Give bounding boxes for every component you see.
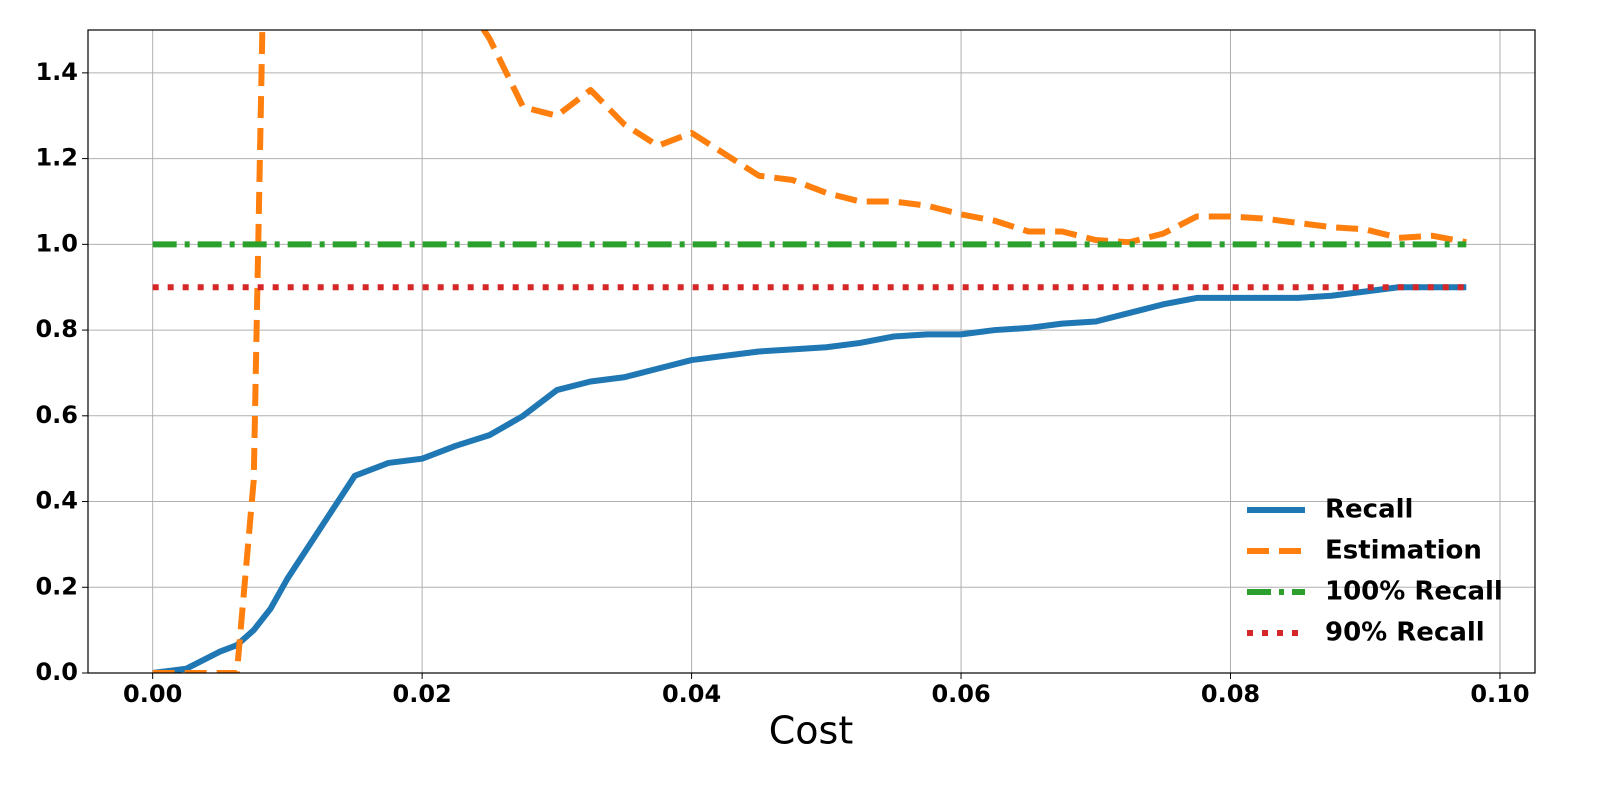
legend-label: Estimation [1325, 536, 1482, 566]
legend-label: 100% Recall [1325, 577, 1503, 607]
x-tick-label: 0.00 [123, 680, 182, 708]
x-tick-label: 0.02 [393, 680, 452, 708]
ticks: 0.00 0.02 0.04 0.06 0.08 0.10 0.0 0.2 0.4 0.6 0.8 1… [35, 58, 1529, 708]
series-line [152, 30, 1467, 673]
x-axis-label: Cost [769, 709, 853, 753]
plot-area [152, 30, 1467, 673]
x-tick-label: 0.04 [662, 680, 721, 708]
legend-label: 90% Recall [1325, 618, 1485, 648]
y-tick-label: 0.0 [35, 658, 78, 686]
y-tick-label: 1.2 [35, 144, 78, 172]
y-tick-label: 0.8 [35, 315, 78, 343]
x-tick-label: 0.08 [1201, 680, 1260, 708]
y-tick-label: 0.4 [35, 487, 78, 515]
y-tick-label: 1.0 [35, 229, 78, 257]
y-tick-label: 0.2 [35, 572, 78, 600]
legend: Recall Estimation 100% Recall 90% Recall [1247, 495, 1503, 648]
plot-frame [87, 29, 1536, 674]
legend-label: Recall [1325, 495, 1413, 525]
grid [88, 30, 1535, 674]
series-line [152, 284, 1467, 673]
x-tick-label: 0.06 [931, 680, 990, 708]
y-tick-label: 1.4 [35, 58, 78, 86]
x-tick-label: 0.10 [1470, 680, 1529, 708]
y-tick-label: 0.6 [35, 401, 78, 429]
